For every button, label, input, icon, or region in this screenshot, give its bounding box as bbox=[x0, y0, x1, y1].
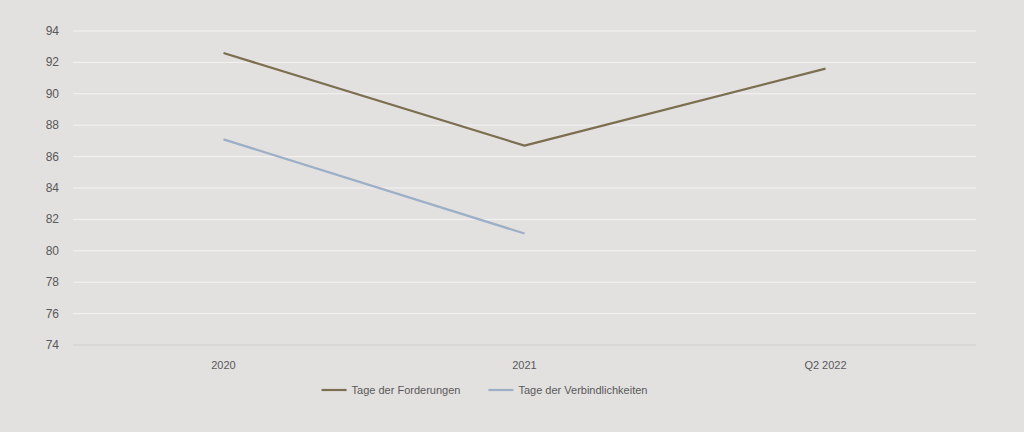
y-tick-label: 76 bbox=[46, 307, 60, 321]
x-tick-label: 2020 bbox=[211, 359, 235, 371]
legend: Tage der Forderungen Tage der Verbindlich… bbox=[322, 384, 648, 396]
grid-line bbox=[73, 250, 976, 251]
y-tick-label: 82 bbox=[46, 212, 60, 226]
x-axis: 2020 2021 Q2 2022 bbox=[211, 359, 846, 371]
y-tick-label: 92 bbox=[46, 55, 60, 69]
series-line bbox=[224, 139, 525, 233]
lines bbox=[224, 53, 826, 234]
series-line bbox=[224, 53, 826, 146]
y-tick-label: 88 bbox=[46, 118, 60, 132]
legend-swatch bbox=[322, 389, 347, 391]
y-tick-label: 84 bbox=[46, 181, 60, 195]
legend-swatch bbox=[488, 389, 513, 391]
y-tick-label: 90 bbox=[46, 87, 60, 101]
y-tick-label: 80 bbox=[46, 244, 60, 258]
legend-item: Tage der Forderungen bbox=[322, 384, 461, 396]
y-tick-label: 86 bbox=[46, 150, 60, 164]
y-tick-label: 94 bbox=[46, 24, 60, 38]
x-tick-label: 2021 bbox=[512, 359, 536, 371]
grid-line bbox=[73, 219, 976, 220]
grid-line bbox=[73, 62, 976, 63]
grid-line bbox=[73, 345, 976, 346]
x-tick-label: Q2 2022 bbox=[804, 359, 846, 371]
grid-line bbox=[73, 125, 976, 126]
grid-line bbox=[73, 93, 976, 94]
y-tick-label: 74 bbox=[46, 338, 60, 352]
legend-label: Tage der Forderungen bbox=[352, 384, 461, 396]
y-axis: 74 76 78 80 82 84 86 88 90 92 94 bbox=[46, 24, 976, 352]
grid-line bbox=[73, 31, 976, 32]
grid-line bbox=[73, 313, 976, 314]
chart: 74 76 78 80 82 84 86 88 90 92 94 2020 2021 Q2 2022 Tag… bbox=[0, 0, 1024, 432]
legend-item: Tage der Verbindlichkeiten bbox=[488, 384, 647, 396]
background bbox=[0, 0, 1024, 432]
y-tick-label: 78 bbox=[46, 275, 60, 289]
grid-line bbox=[73, 282, 976, 283]
grid-line bbox=[73, 188, 976, 189]
legend-label: Tage der Verbindlichkeiten bbox=[518, 384, 647, 396]
grid-line bbox=[73, 156, 976, 157]
